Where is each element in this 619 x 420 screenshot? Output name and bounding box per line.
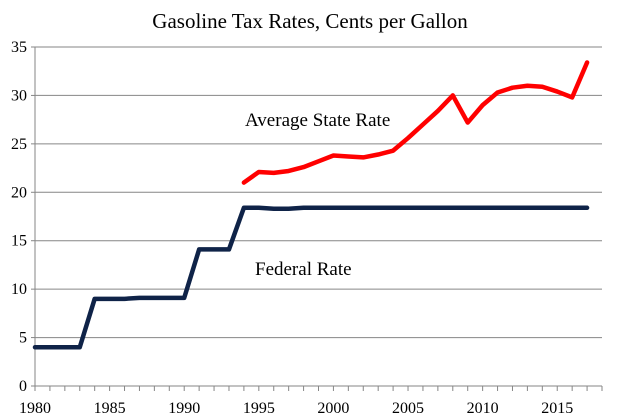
y-tick-label: 35 xyxy=(11,39,27,56)
federal-rate-annotation: Federal Rate xyxy=(255,259,352,280)
x-tick-label: 2010 xyxy=(467,400,499,417)
x-tick-label: 1980 xyxy=(19,400,51,417)
y-tick-label: 20 xyxy=(11,184,27,201)
x-tick-label: 1985 xyxy=(94,400,126,417)
x-tick-label: 1990 xyxy=(168,400,200,417)
y-tick-label: 15 xyxy=(11,233,27,250)
chart-title: Gasoline Tax Rates, Cents per Gallon xyxy=(152,9,468,33)
state-rate-annotation: Average State Rate xyxy=(245,110,390,131)
y-tick-label: 0 xyxy=(19,378,27,395)
x-tick-label: 2015 xyxy=(541,400,573,417)
x-tick-label: 2005 xyxy=(392,400,424,417)
y-tick-label: 30 xyxy=(11,87,27,104)
federal-rate-line xyxy=(32,205,590,350)
y-tick-label: 5 xyxy=(19,330,27,347)
x-tick-label: 1995 xyxy=(243,400,275,417)
x-tick-label: 2000 xyxy=(317,400,349,417)
y-tick-label: 25 xyxy=(11,136,27,153)
y-tick-label: 10 xyxy=(11,281,27,298)
average-state-rate-line xyxy=(241,60,590,185)
